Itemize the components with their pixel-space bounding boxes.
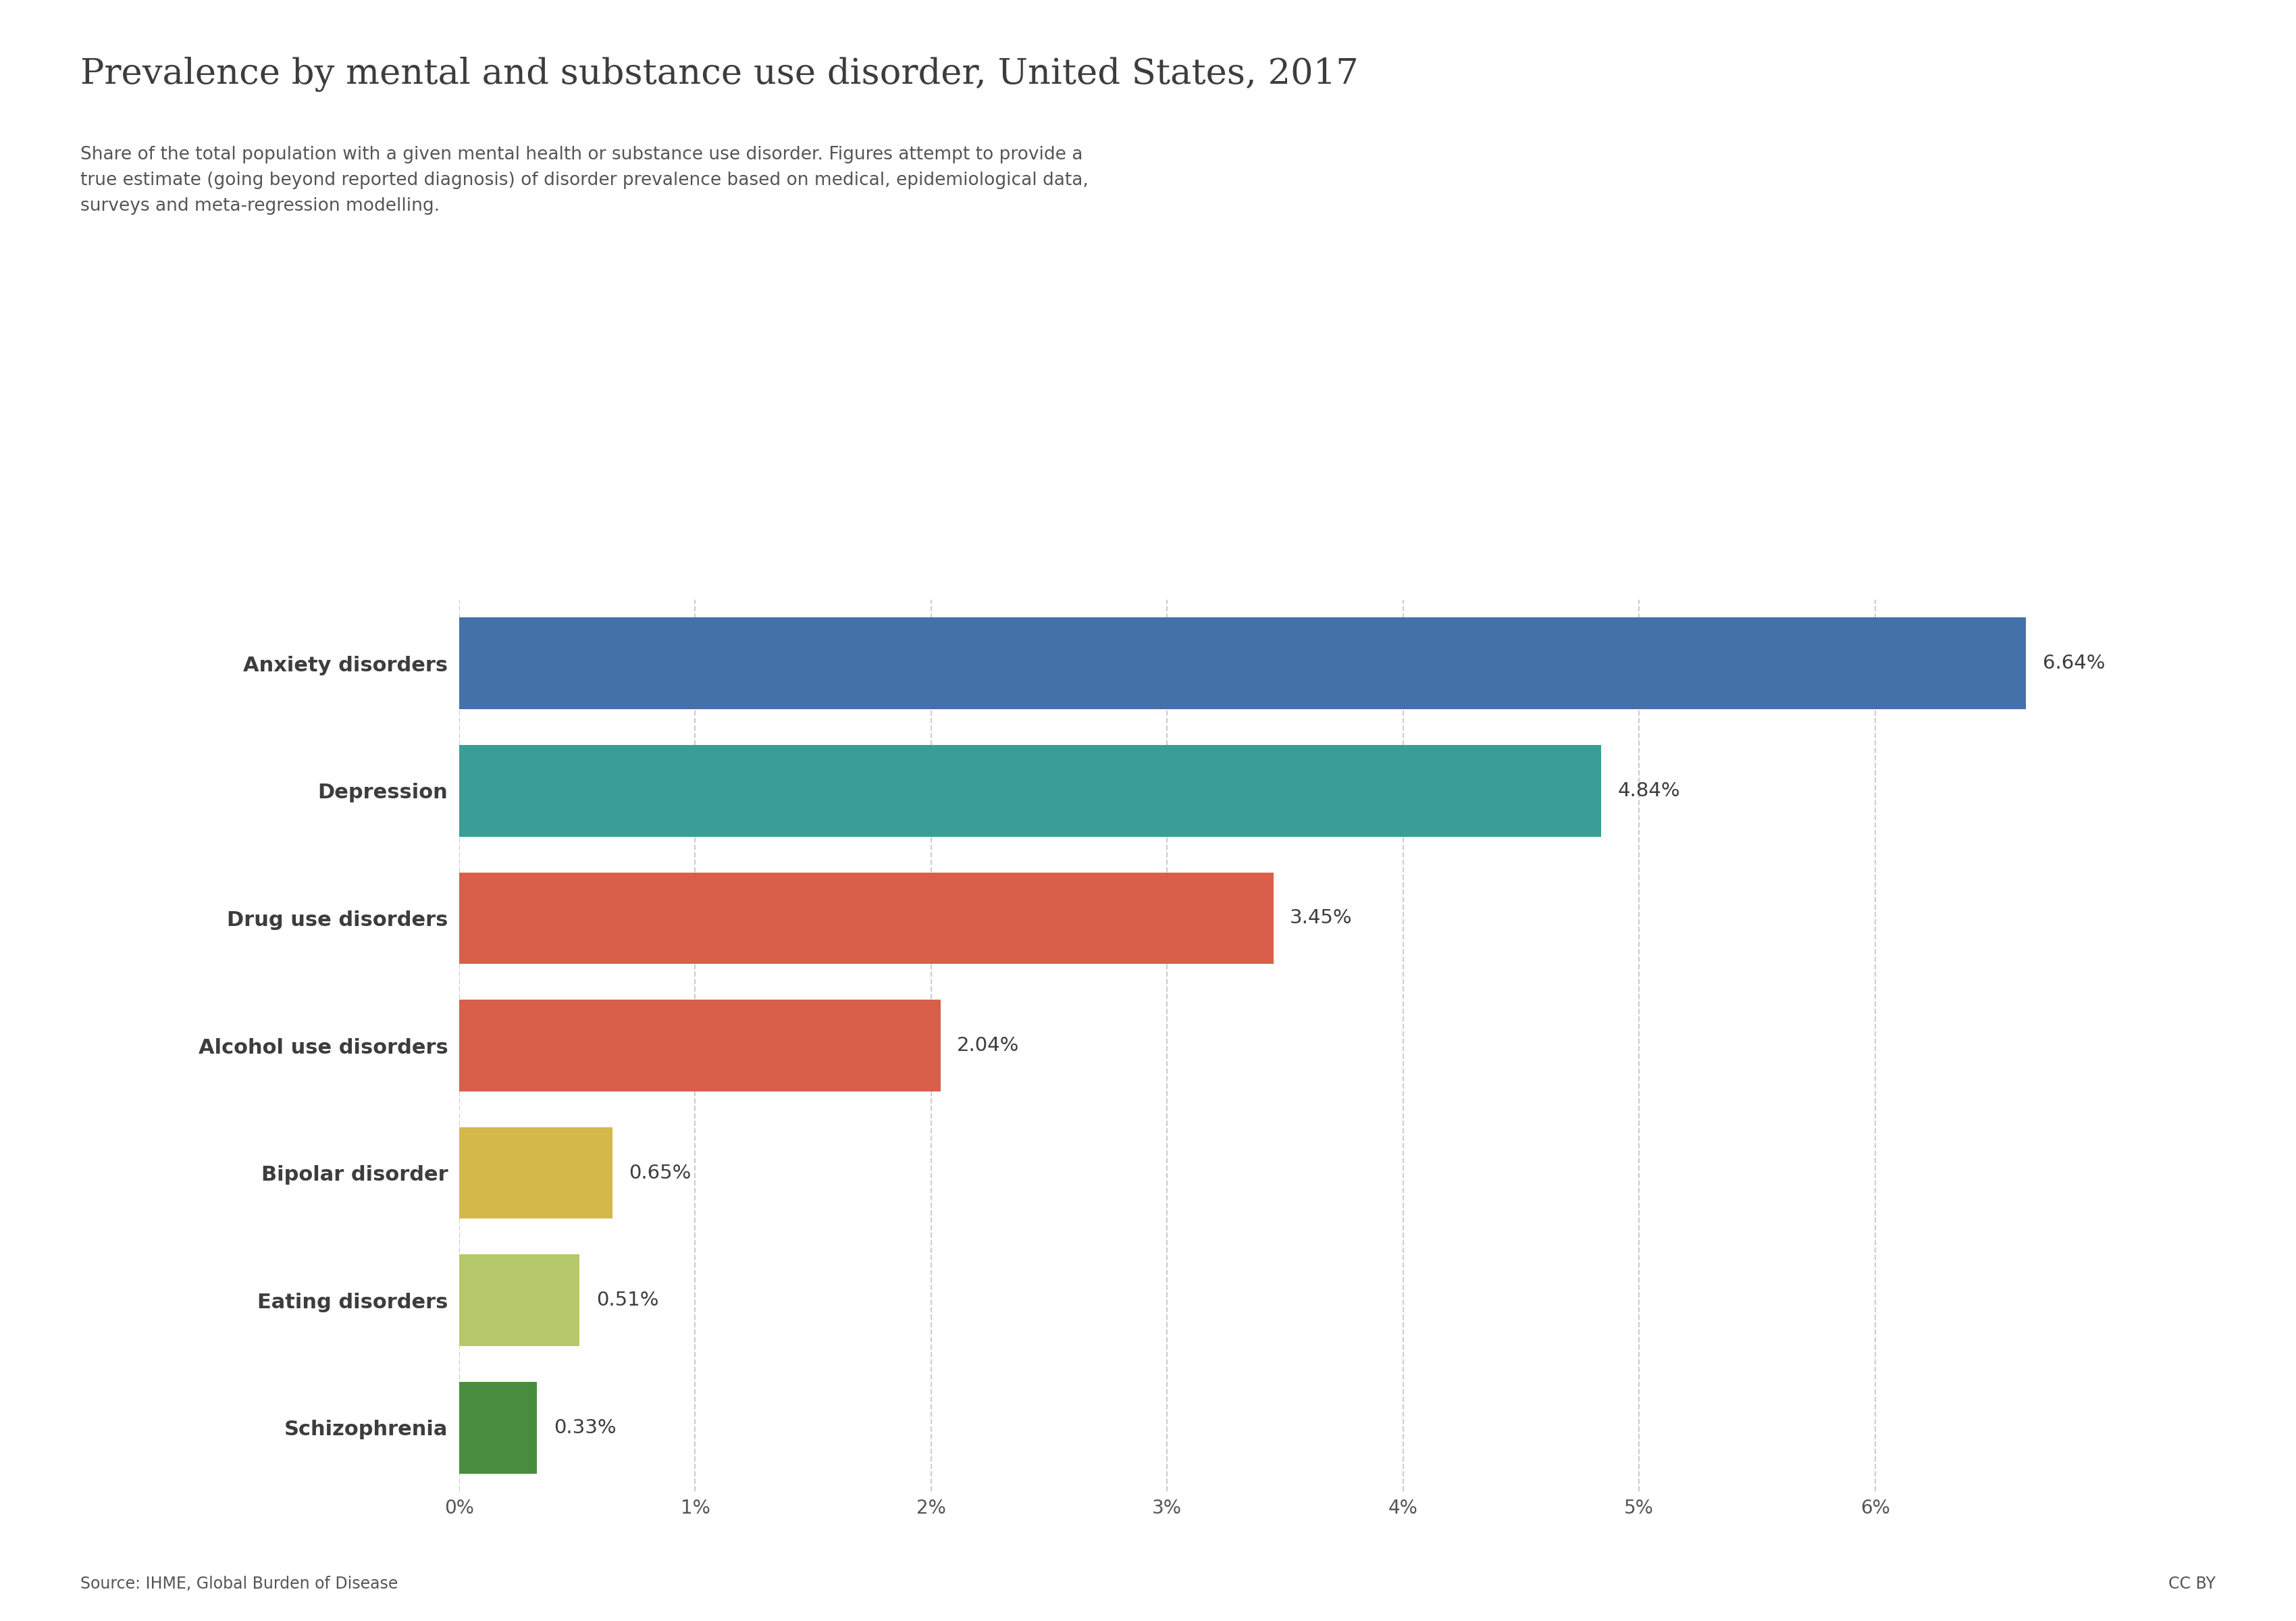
Bar — [459, 1255, 579, 1345]
Text: 0.51%: 0.51% — [597, 1290, 659, 1310]
Bar — [459, 1127, 613, 1219]
Bar — [459, 746, 1600, 836]
Text: Prevalence by mental and substance use disorder, United States, 2017: Prevalence by mental and substance use d… — [80, 57, 1359, 92]
Bar — [459, 618, 2025, 710]
Text: Source: IHME, Global Burden of Disease: Source: IHME, Global Burden of Disease — [80, 1576, 397, 1592]
Text: CC BY: CC BY — [2167, 1576, 2216, 1592]
Text: 3.45%: 3.45% — [1290, 909, 1352, 927]
Text: 0.65%: 0.65% — [629, 1164, 691, 1182]
Text: in Data: in Data — [2071, 99, 2142, 115]
Text: 4.84%: 4.84% — [1619, 781, 1681, 801]
Bar — [459, 1381, 537, 1473]
Text: 0.33%: 0.33% — [553, 1418, 615, 1438]
Text: 2.04%: 2.04% — [957, 1036, 1019, 1055]
Text: 6.64%: 6.64% — [2043, 653, 2105, 673]
Text: Share of the total population with a given mental health or substance use disord: Share of the total population with a giv… — [80, 146, 1088, 214]
Text: Our World: Our World — [2055, 53, 2158, 71]
Bar — [459, 1000, 941, 1091]
Bar — [459, 872, 1274, 964]
